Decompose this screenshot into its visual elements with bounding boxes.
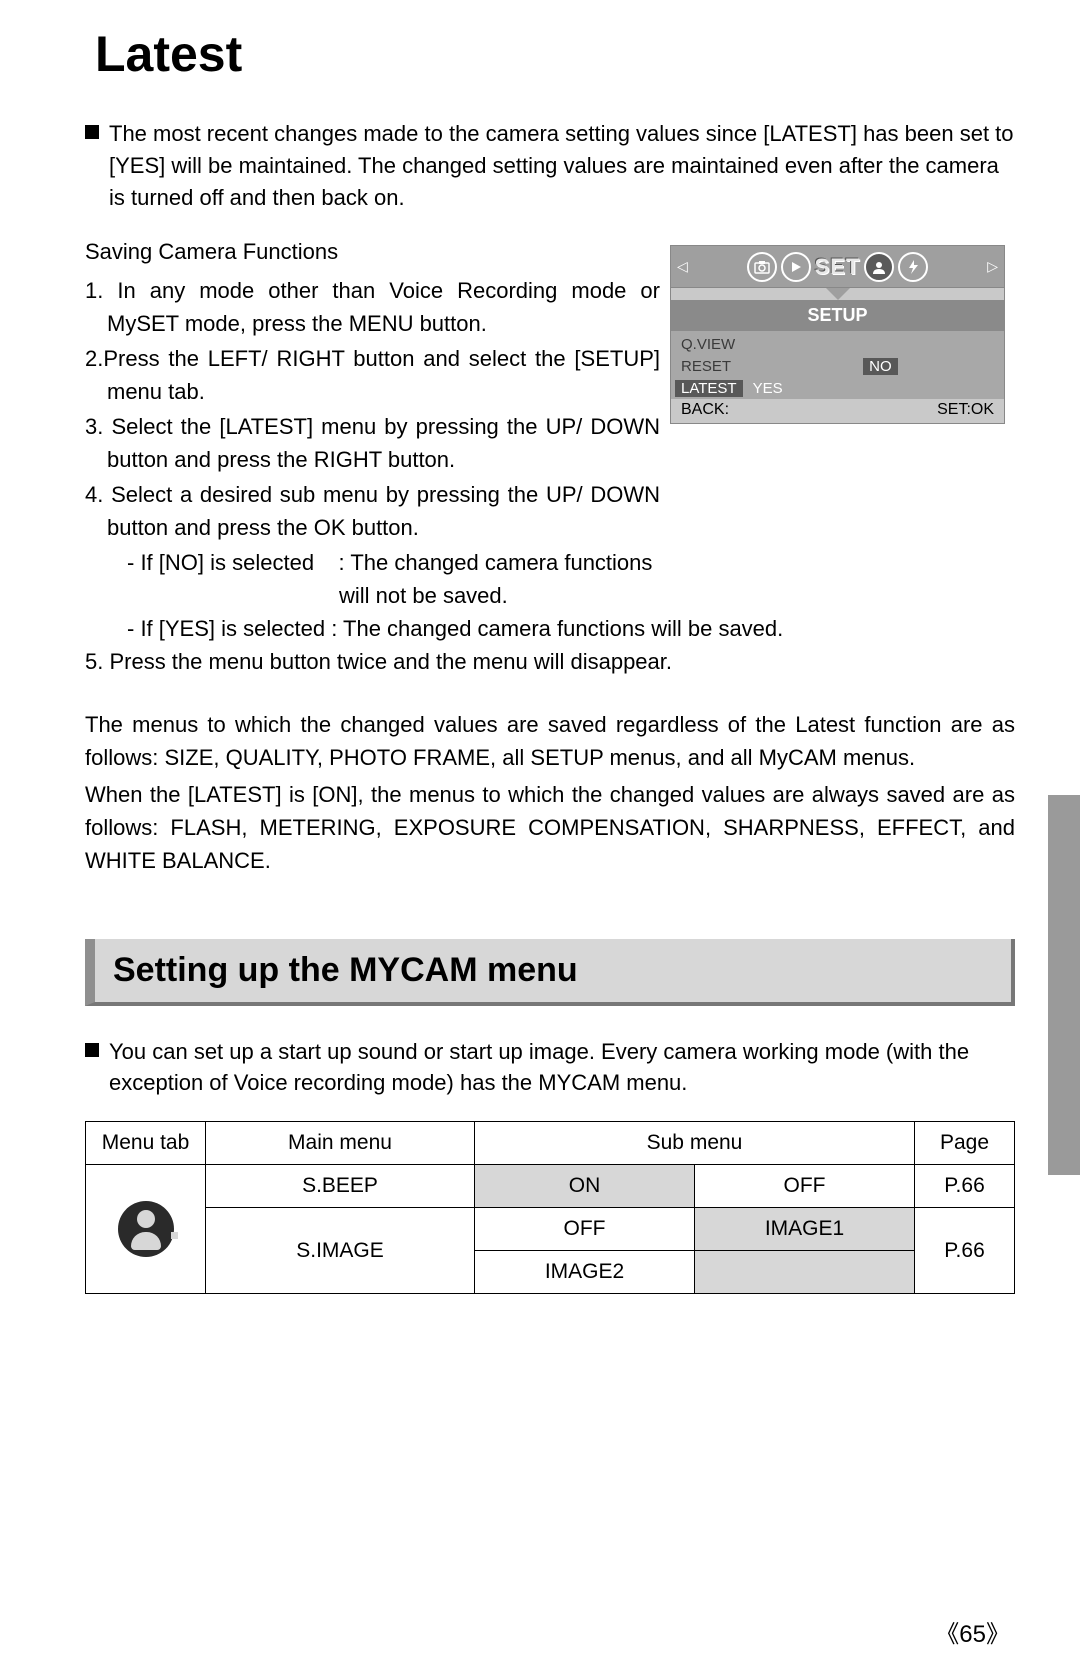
row-label: RESET [681,358,853,375]
diagram-row-reset: RESET NO [671,355,1004,377]
cell-image2: IMAGE2 [475,1251,695,1294]
table-row: S.BEEP ON OFF P.66 [86,1165,1015,1208]
page-title: Latest [95,25,1015,83]
diagram-row-qview: Q.VIEW [671,333,1004,355]
intro-text: The most recent changes made to the came… [109,118,1015,214]
cell-simage: S.IMAGE [206,1208,475,1294]
section-header-bar: Setting up the MYCAM menu [85,939,1015,1006]
mycam-person-icon [118,1201,174,1257]
menu-tab-icon-cell [86,1165,206,1294]
extra-paragraph-2: When the [LATEST] is [ON], the menus to … [85,778,1015,877]
play-tab-icon [781,252,811,282]
table-header-row: Menu tab Main menu Sub menu Page [86,1122,1015,1165]
flash-tab-icon [898,252,928,282]
section-title: Setting up the MYCAM menu [113,951,993,990]
row-value: YES [743,380,884,397]
side-thumb-tab [1048,795,1080,1175]
tab-pointer-icon [826,288,850,300]
mycam-intro-text: You can set up a start up sound or start… [109,1036,1015,1100]
step-4: 4. Select a desired sub menu by pressing… [107,478,1015,544]
cell-on: ON [475,1165,695,1208]
col-main-menu: Main menu [206,1122,475,1165]
cell-image1: IMAGE1 [695,1208,915,1251]
cell-page2: P.66 [915,1208,1015,1294]
diagram-footer: BACK: SET:OK [671,399,1004,423]
right-arrow-icon: ▷ [987,258,998,275]
note-no: - If [NO] is selected : The changed came… [127,546,1015,612]
camera-tab-icon [747,252,777,282]
step-5: 5. Press the menu button twice and the m… [107,645,1015,678]
row-value: NO [853,358,994,375]
note-yes: - If [YES] is selected : The changed cam… [127,612,1015,645]
bullet-icon [85,1043,99,1057]
cell-page: P.66 [915,1165,1015,1208]
diagram-header: SETUP [671,300,1004,331]
page-number: 《65》 [85,1614,1015,1649]
left-arrow-icon: ◁ [677,258,688,275]
col-menu-tab: Menu tab [86,1122,206,1165]
cell-sbeep: S.BEEP [206,1165,475,1208]
diagram-tab-bar: ◁ SET ▷ [671,246,1004,288]
cell-off2: OFF [475,1208,695,1251]
table-row: S.IMAGE OFF IMAGE1 P.66 [86,1208,1015,1251]
footer-setok: SET:OK [937,401,994,419]
footer-back: BACK: [681,401,729,419]
camera-setup-diagram: ◁ SET ▷ SETUP Q.VIEW [670,245,1005,424]
row-label: LATEST [675,380,743,397]
intro-paragraph: The most recent changes made to the came… [85,118,1015,214]
extra-paragraph-1: The menus to which the changed values ar… [85,708,1015,774]
person-tab-icon [864,252,894,282]
tab-icons-group: SET [747,252,929,282]
cell-off: OFF [695,1165,915,1208]
col-sub-menu: Sub menu [475,1122,915,1165]
cell-empty [695,1251,915,1294]
diagram-rows: Q.VIEW RESET NO LATEST YES [671,331,1004,399]
mycam-intro: You can set up a start up sound or start… [85,1036,1015,1100]
bullet-icon [85,125,99,139]
set-tab-label: SET [815,254,861,280]
diagram-row-latest: LATEST YES [671,377,1004,399]
col-page: Page [915,1122,1015,1165]
manual-page: Latest The most recent changes made to t… [0,0,1080,1679]
row-label: Q.VIEW [681,336,853,353]
mycam-table: Menu tab Main menu Sub menu Page S.BEEP … [85,1121,1015,1294]
